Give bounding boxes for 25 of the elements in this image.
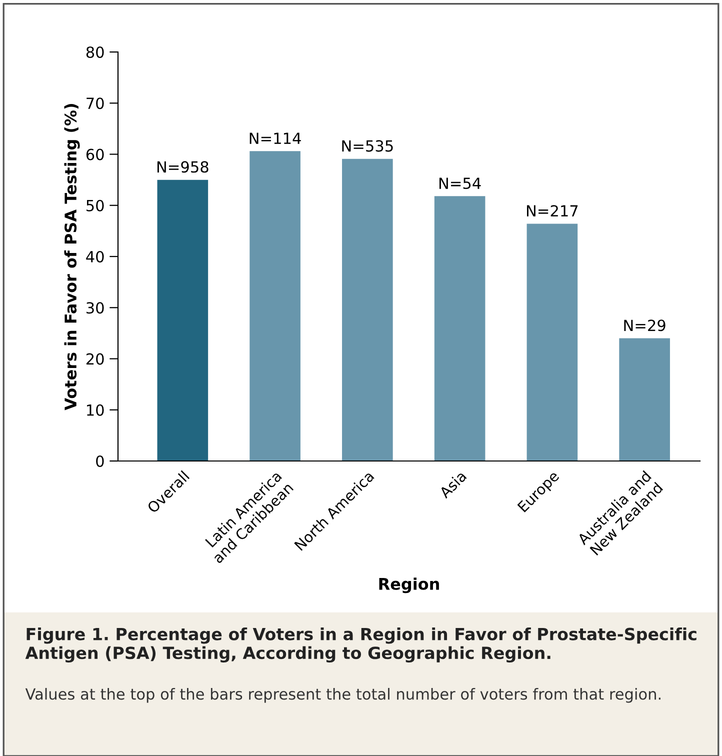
y-tick-label: 70 — [86, 98, 104, 110]
y-tick-label: 60 — [86, 148, 104, 160]
text: Values at the top of the bars represent the total number of voters from that region. — [25, 688, 660, 703]
annotation: N=535 — [342, 140, 393, 152]
y-tick-label: 30 — [86, 302, 104, 314]
x-axis-title: Region — [379, 578, 439, 594]
y-tick-label: 50 — [86, 200, 104, 212]
bar — [619, 338, 670, 461]
y-tick-label: 10 — [87, 404, 104, 416]
bar — [157, 180, 208, 461]
annotation: N=114 — [250, 132, 301, 144]
y-tick-label: 20 — [86, 353, 104, 365]
bar — [526, 224, 578, 461]
y-tick-label: 40 — [86, 250, 104, 263]
annotation: N=958 — [157, 161, 208, 173]
bar — [434, 196, 486, 461]
y-tick-label: 80 — [86, 46, 104, 58]
annotation: N=54 — [439, 178, 481, 190]
bar — [250, 151, 300, 461]
annotation: N=29 — [624, 320, 666, 332]
y-tick-label: 0 — [96, 455, 104, 468]
text: Figure 1. Percentage of Voters in a Region in Favor of Prostate-Specific Antigen (PSA) Testing, According to Geographic Region. — [25, 627, 696, 663]
y-axis-title: Voters in Favor of PSA Testing (%) — [64, 104, 80, 410]
annotation: N=217 — [526, 205, 578, 216]
bar — [342, 158, 393, 461]
